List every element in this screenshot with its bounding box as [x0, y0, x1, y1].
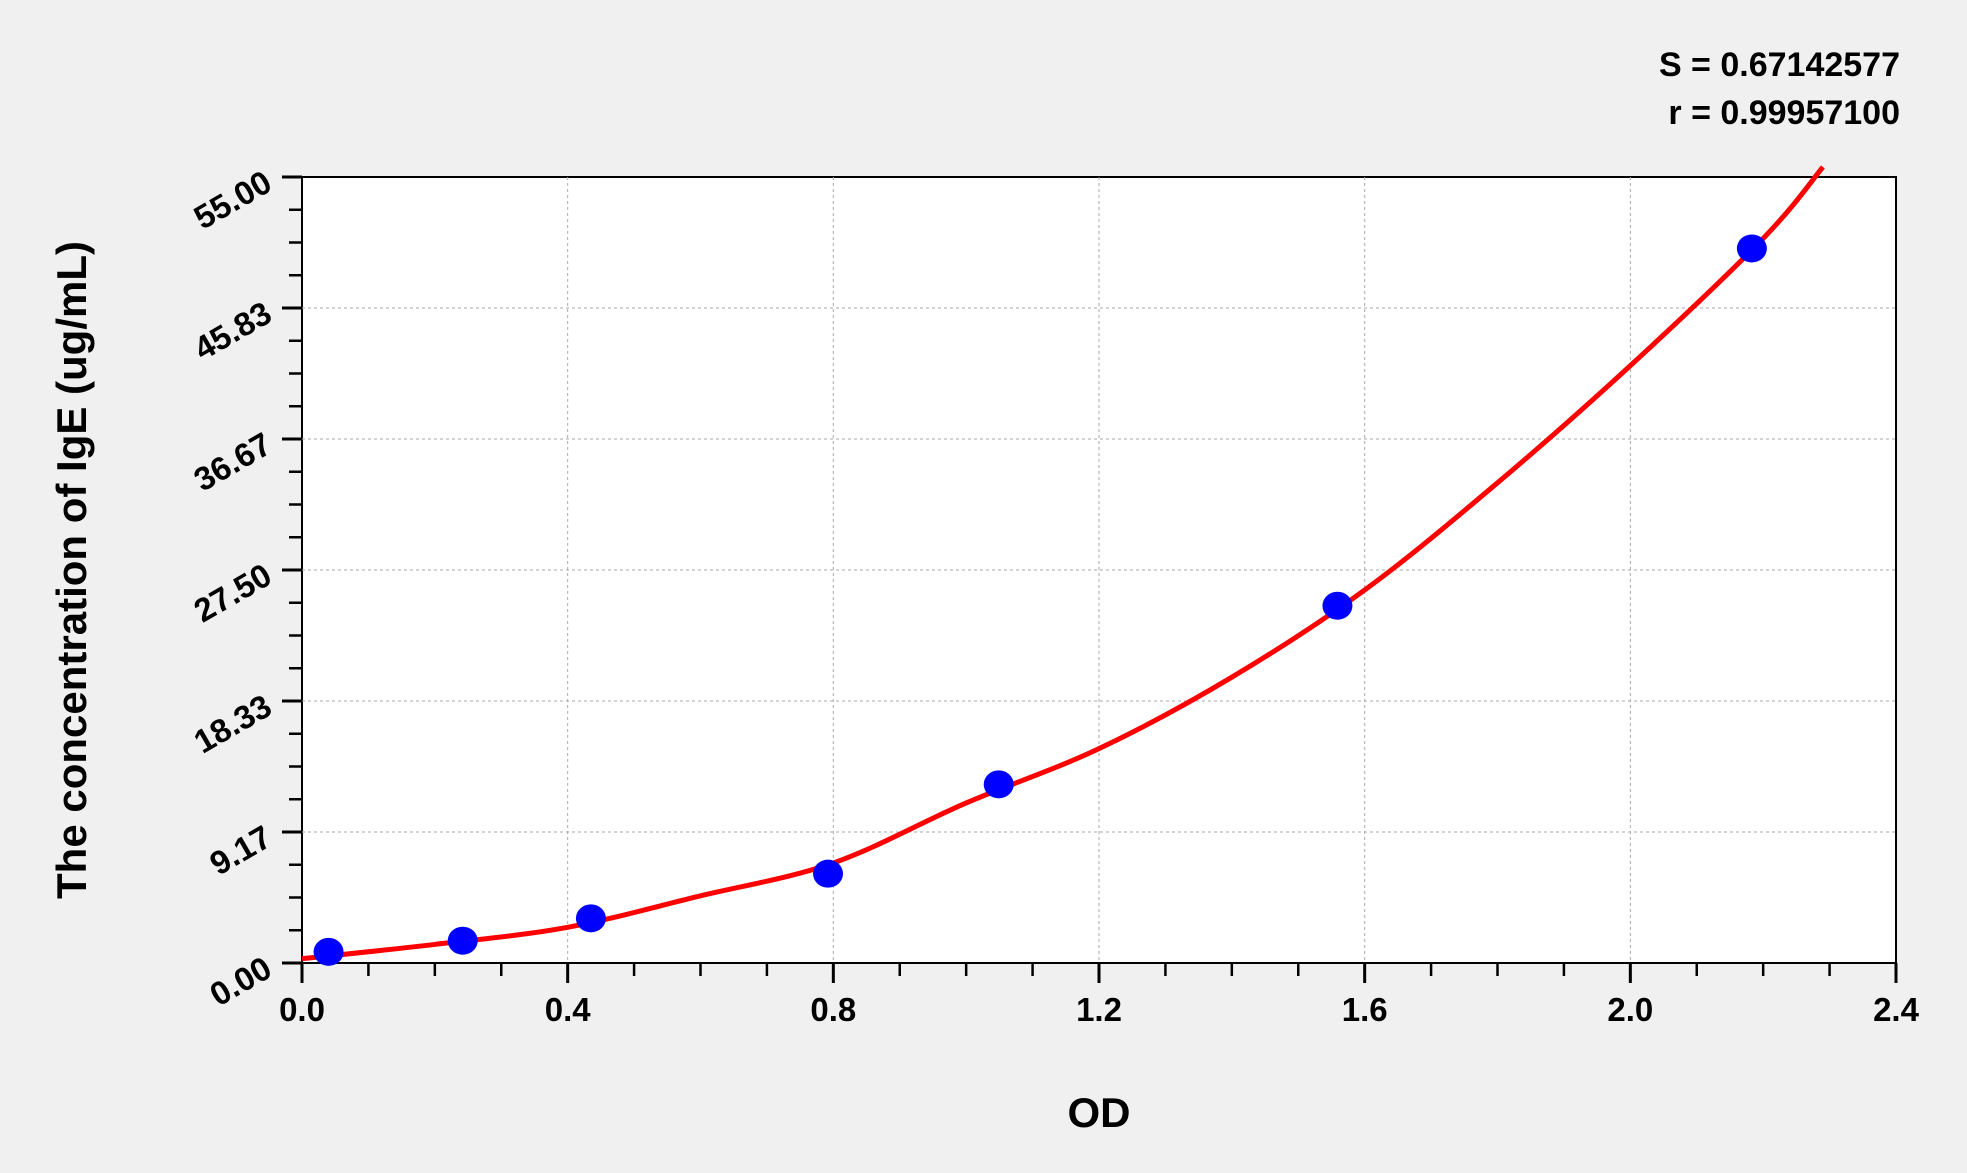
- data-points: [313, 234, 1767, 966]
- y-tick-label: 0.00: [203, 949, 277, 1013]
- x-axis-label: OD: [1068, 1089, 1131, 1136]
- grid-lines: [302, 177, 1896, 963]
- stat-s: S = 0.67142577: [1659, 46, 1900, 84]
- data-point: [1736, 234, 1767, 263]
- y-tick-label: 55.00: [187, 163, 277, 236]
- x-tick-label: 2.4: [1873, 991, 1920, 1028]
- y-tick-label: 18.33: [187, 687, 277, 760]
- y-tick-label: 27.50: [187, 556, 277, 629]
- x-tick-label: 1.2: [1076, 991, 1122, 1028]
- y-tick-label: 36.67: [187, 425, 277, 498]
- y-tick-label: 45.83: [187, 294, 277, 367]
- fit-curve: [301, 165, 1825, 962]
- data-point: [983, 770, 1014, 799]
- stat-r: r = 0.99957100: [1668, 94, 1900, 132]
- data-point: [575, 904, 606, 933]
- x-tick-label: 0.8: [810, 991, 856, 1028]
- data-point: [813, 859, 844, 888]
- x-tick-label: 0.4: [545, 991, 592, 1028]
- x-tick-label: 2.0: [1607, 991, 1653, 1028]
- x-tick-label: 0.0: [279, 991, 325, 1028]
- fit-curve-group: [301, 165, 1825, 962]
- data-point: [1322, 591, 1353, 620]
- y-tick-label: 9.17: [203, 818, 277, 882]
- data-point: [313, 937, 344, 966]
- y-axis-label: The concentration of IgE (ug/mL): [48, 241, 95, 899]
- x-tick-label: 1.6: [1342, 991, 1388, 1028]
- data-point: [447, 926, 478, 955]
